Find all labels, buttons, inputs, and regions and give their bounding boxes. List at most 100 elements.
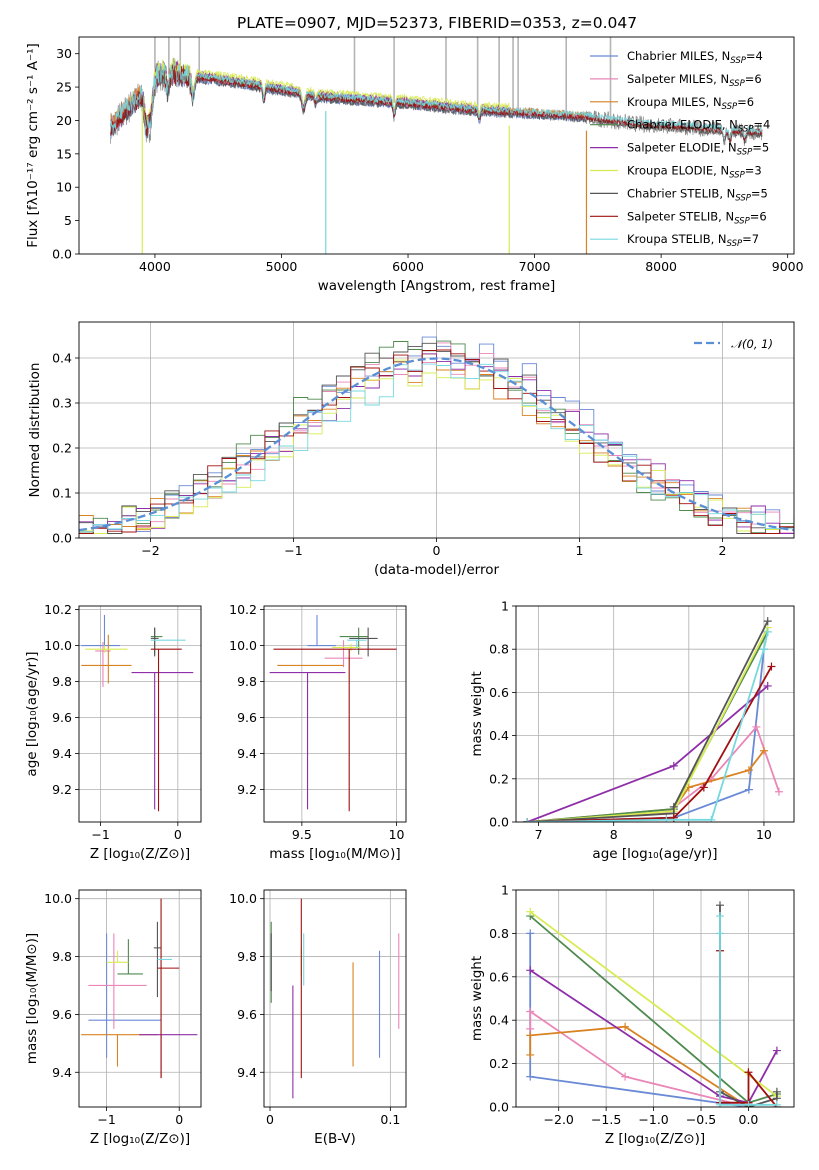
weight-series-line	[527, 627, 769, 822]
weight-point-marker	[662, 815, 671, 822]
x-tick-label: 0.0	[739, 1112, 759, 1127]
legend-entry-label: Salpeter ELODIE, N	[627, 141, 737, 155]
weight-point-marker	[526, 907, 535, 916]
weight-series-kroupa-stelib	[715, 912, 781, 1107]
x-tick-label: 4000	[139, 259, 171, 274]
weight-vs-Z-plot-area	[526, 901, 781, 1107]
errorbar-point	[139, 1034, 198, 1079]
weight-point-marker	[763, 681, 772, 690]
errorbar-point	[88, 933, 162, 1058]
y-tick-label: 9.8	[52, 674, 72, 689]
y-tick-label: 9.2	[52, 782, 72, 797]
legend-entry-value: =7	[742, 232, 759, 246]
y-tick-label: 0.8	[489, 926, 509, 941]
errorbar-point	[332, 643, 361, 651]
x-tick-label: 7	[535, 827, 543, 842]
y-tick-label: 0.1	[52, 486, 72, 501]
weight-point-marker	[715, 1100, 724, 1107]
y-tick-label: 0.0	[489, 815, 509, 830]
x-axis-label: (data-model)/error	[374, 562, 500, 578]
weight-point-marker	[526, 1072, 535, 1081]
x-tick-label: −2.0	[544, 1112, 574, 1127]
errorbar-point	[117, 939, 143, 975]
errorbar-point	[85, 645, 128, 653]
legend-entry: Chabrier STELIB, NSSP=5	[627, 186, 768, 203]
x-tick-label: 9	[685, 827, 693, 842]
weight-series-line	[527, 620, 769, 822]
legend-entry-subscript: SSP	[730, 56, 746, 66]
y-axis-label: mass weight	[469, 671, 485, 756]
errorbar-point	[273, 648, 397, 812]
figure-title: PLATE=0907, MJD=52373, FIBERID=0353, z=0…	[237, 14, 637, 32]
x-tick-label: 2	[719, 543, 727, 558]
legend-entry: Kroupa STELIB, NSSP=7	[627, 232, 759, 249]
weight-point-marker	[523, 818, 532, 822]
spectrum-axes: 4000 5000 6000 7000 8000 9000 0.0 5 10 15 20 25 30 wa…	[25, 43, 804, 294]
x-tick-label: 0	[433, 543, 441, 558]
weight-point-marker	[526, 1050, 535, 1059]
x-tick-label: 8000	[645, 259, 677, 274]
legend-entry-value: =5	[752, 141, 769, 155]
weight-point-marker	[699, 783, 708, 792]
y-tick-label: 10.0	[229, 891, 257, 906]
weight-point-marker	[744, 1068, 753, 1077]
errorbar-point	[150, 627, 159, 657]
weight-point-marker	[744, 766, 753, 775]
legend-entry-value: =3	[745, 164, 762, 178]
mass-vs-Z-plot-area	[81, 898, 198, 1079]
errorbar-point	[88, 933, 147, 1029]
legend-entry-subscript: SSP	[722, 102, 738, 112]
legend-entry-subscript: SSP	[735, 193, 751, 203]
legend-entry-label: Kroupa MILES, N	[627, 95, 722, 109]
legend-entry: Salpeter STELIB, NSSP=6	[627, 209, 767, 226]
weight-point-marker	[526, 929, 535, 938]
x-axis-label: Z [log₁₀(Z/Z⊙)]	[90, 1131, 190, 1147]
y-tick-label: 9.6	[237, 710, 257, 725]
y-tick-label: 9.6	[52, 710, 72, 725]
legend-entry-value: =4	[753, 118, 770, 132]
x-axis-label: Z [log₁₀(Z/Z⊙)]	[605, 1131, 705, 1147]
y-tick-label: 1	[501, 883, 509, 898]
legend-entry-label: Kroupa ELODIE, N	[627, 164, 729, 178]
y-axis-label: mass weight	[469, 956, 485, 1041]
mass-vs-EBV-frame	[263, 889, 407, 1108]
legend-entry: Chabrier MILES, NSSP=4	[627, 49, 763, 66]
errorbar-point	[157, 898, 180, 1079]
legend-entry-value: =6	[737, 95, 754, 109]
y-tick-label: 0.4	[489, 1013, 509, 1028]
y-tick-label: 9.4	[237, 746, 257, 761]
weight-point-marker	[774, 787, 783, 796]
y-tick-label: 0.2	[489, 1056, 509, 1071]
y-tick-label: 0.3	[52, 396, 72, 411]
legend-entry-subscript: SSP	[729, 79, 745, 89]
y-tick-label: 0.0	[52, 247, 72, 262]
legend-entry-label: Salpeter MILES, N	[627, 72, 729, 86]
residuals-frame	[78, 321, 795, 539]
y-axis-label: mass [log₁₀(M/M⊙)]	[24, 933, 40, 1064]
x-tick-label: 9.5	[292, 827, 312, 842]
weight-series-line	[529, 910, 778, 1097]
y-tick-label: 0.4	[489, 728, 509, 743]
x-tick-label: −1	[91, 827, 109, 842]
y-tick-label: 9.4	[237, 1065, 257, 1080]
legend-entry-subscript: SSP	[727, 239, 743, 249]
weight-series-chabrier-elodie	[523, 627, 772, 822]
weight-vs-Z-frame	[515, 889, 795, 1108]
y-tick-label: 5	[64, 213, 72, 228]
age-vs-mass-axes: 9.5 10 9.2 9.4 9.6 9.8 10.0 10.2 mass [log₁₀(M/M…	[229, 602, 406, 862]
legend-entry: Salpeter MILES, NSSP=6	[627, 72, 762, 89]
legend-entry-value: =6	[750, 209, 767, 223]
legend-entry-value: =6	[745, 72, 762, 86]
legend-entry-value: =5	[751, 186, 768, 200]
weight-point-marker	[763, 617, 772, 626]
y-axis-label: Normed distribution	[27, 363, 43, 498]
errorbar-point	[347, 639, 367, 650]
y-tick-label: 9.6	[52, 1007, 72, 1022]
spectrum-frame	[78, 36, 795, 255]
mass-vs-Z-frame	[78, 889, 202, 1108]
weight-point-marker	[759, 746, 768, 755]
normal-distribution-curve	[79, 357, 794, 532]
y-tick-label: 0.4	[52, 351, 72, 366]
errorbar-point	[150, 627, 163, 655]
